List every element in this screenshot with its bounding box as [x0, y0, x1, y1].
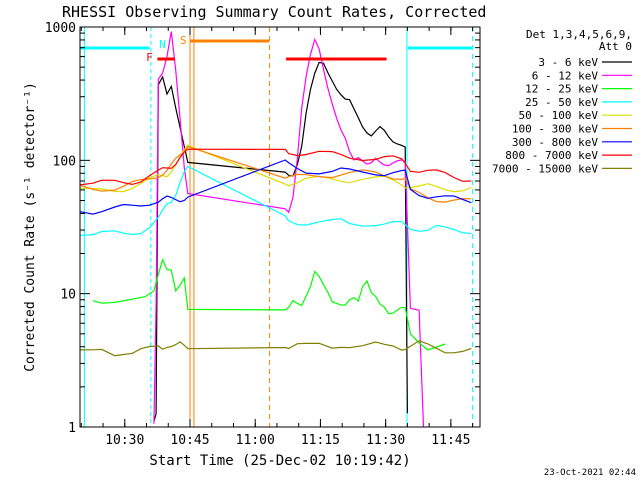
series-line-4: [79, 144, 472, 193]
x-tick-label: 11:00: [236, 433, 275, 448]
legend-label: 3 - 6 keV: [538, 56, 598, 69]
legend-label: 50 - 100 keV: [519, 109, 599, 122]
y-tick-label: 1: [68, 421, 76, 436]
y-tick-label: 100: [53, 154, 76, 169]
x-tick-label: 11:45: [431, 433, 470, 448]
legend-label: 100 - 300 keV: [512, 123, 598, 136]
x-tick-label: 10:45: [170, 433, 209, 448]
series-line-1: [153, 31, 425, 428]
legend-label: 300 - 800 keV: [512, 136, 598, 149]
x-axis: 10:30 10:45 11:00 11:15 11:30 11:45: [80, 27, 474, 448]
y-tick-label: 10: [60, 288, 76, 303]
series-line-6: [79, 159, 472, 215]
series-line-7: [79, 148, 472, 186]
legend-header: Det 1,3,4,5,6,9,: [526, 28, 632, 41]
legend-label: 6 - 12 keV: [532, 69, 599, 82]
legend-label: 7000 - 15000 keV: [492, 162, 598, 175]
annotation-f: F: [146, 51, 153, 64]
y-axis: 1 10 100 1000: [45, 21, 480, 436]
x-tick-label: 11:30: [366, 433, 405, 448]
series-line-5: [79, 145, 472, 203]
x-tick-label: 10:30: [105, 433, 144, 448]
x-axis-label: Start Time (25-Dec-02 10:19:42): [149, 453, 410, 469]
y-tick-label: 1000: [45, 21, 76, 36]
series-line-3: [79, 165, 472, 236]
series-line-0: [153, 61, 408, 422]
plot-area: FN S: [79, 27, 474, 428]
plot-frame: [79, 26, 481, 428]
legend-header: Att 0: [599, 40, 632, 53]
footer-date: 23-Oct-2021 02:44: [544, 468, 636, 478]
legend-label: 12 - 25 keV: [525, 83, 598, 96]
x-tick-label: 11:15: [301, 433, 340, 448]
series-line-8: [79, 340, 472, 357]
y-axis-label: Corrected Count Rate (s⁻¹ detector⁻¹): [23, 82, 38, 372]
legend-label: 800 - 7000 keV: [505, 149, 598, 162]
legend-label: 25 - 50 keV: [525, 96, 598, 109]
chart-title: RHESSI Observing Summary Count Rates, Co…: [62, 3, 486, 21]
series-line-2: [92, 257, 446, 351]
annotation-s: S: [180, 34, 187, 47]
annotation-n: N: [159, 38, 166, 51]
